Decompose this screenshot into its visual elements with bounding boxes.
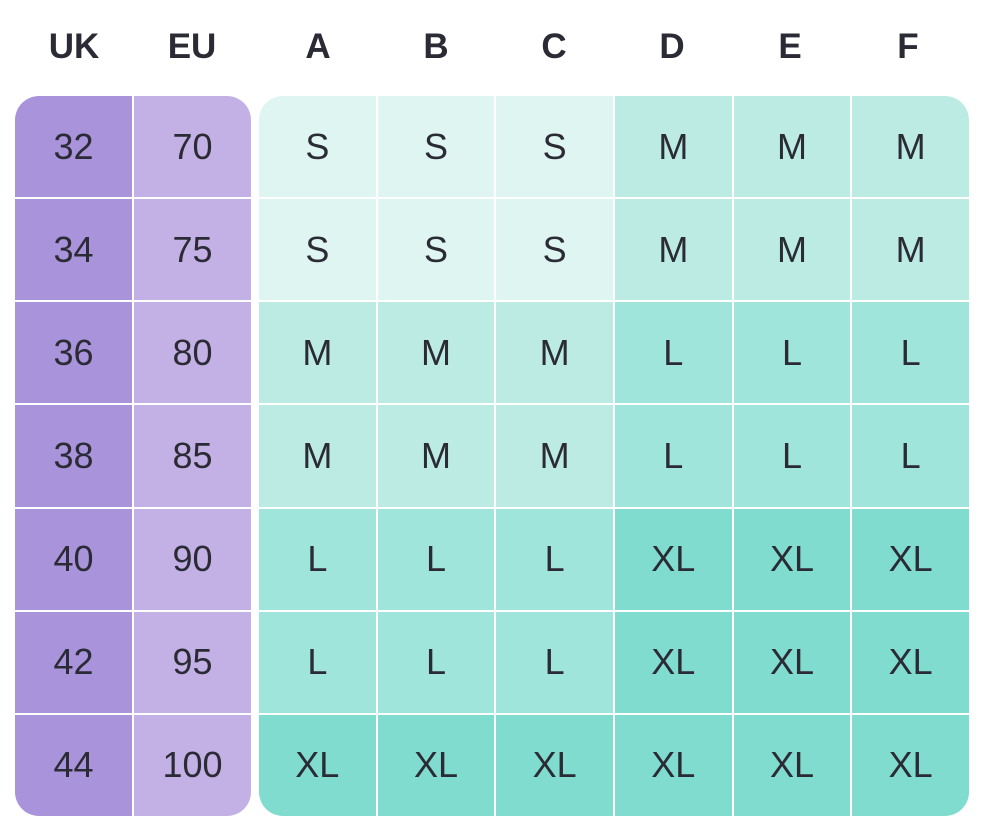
size-grid-panel: S S S M M M S S S M M M M M M L L L M M … — [259, 96, 969, 816]
size-cell: L — [852, 302, 969, 404]
header-cup-f: F — [897, 27, 919, 66]
size-cell: S — [377, 199, 495, 301]
size-cell: S — [377, 96, 495, 198]
size-cell: XL — [614, 508, 732, 610]
eu-size-cell: 90 — [134, 508, 251, 610]
eu-size-cell: 100 — [134, 714, 251, 816]
uk-size-cell: 44 — [15, 714, 132, 816]
size-cell: M — [733, 199, 851, 301]
header-cup-d: D — [659, 27, 685, 66]
size-cell: XL — [852, 508, 969, 610]
uk-size-cell: 36 — [15, 302, 132, 404]
header-cup-a: A — [305, 27, 331, 66]
size-cell: L — [496, 508, 613, 610]
header-eu: EU — [167, 27, 217, 66]
size-cell: M — [614, 96, 732, 198]
size-cell: L — [377, 611, 495, 713]
eu-size-cell: 95 — [134, 611, 251, 713]
size-cell: M — [259, 405, 376, 507]
size-cell: M — [852, 199, 969, 301]
size-cell: M — [377, 405, 495, 507]
size-cell: XL — [733, 508, 851, 610]
size-cell: L — [377, 508, 495, 610]
band-size-panel: 32 70 34 75 36 80 38 85 40 90 42 95 44 1… — [15, 96, 251, 816]
size-cell: XL — [852, 611, 969, 713]
eu-size-cell: 85 — [134, 405, 251, 507]
size-cell: S — [496, 199, 613, 301]
size-cell: L — [496, 611, 613, 713]
size-cell: M — [496, 405, 613, 507]
size-cell: L — [614, 405, 732, 507]
uk-size-cell: 40 — [15, 508, 132, 610]
size-cell: L — [259, 508, 376, 610]
size-cell: XL — [259, 714, 376, 816]
uk-size-cell: 34 — [15, 199, 132, 301]
size-cell: M — [852, 96, 969, 198]
size-cell: M — [614, 199, 732, 301]
size-cell: XL — [614, 714, 732, 816]
size-cell: XL — [377, 714, 495, 816]
eu-size-cell: 80 — [134, 302, 251, 404]
size-cell: M — [496, 302, 613, 404]
size-cell: S — [259, 96, 376, 198]
eu-size-cell: 70 — [134, 96, 251, 198]
size-cell: XL — [733, 714, 851, 816]
size-cell: M — [733, 96, 851, 198]
header-cup-c: C — [541, 27, 567, 66]
size-cell: S — [259, 199, 376, 301]
header-uk: UK — [48, 27, 100, 66]
size-cell: S — [496, 96, 613, 198]
uk-size-cell: 42 — [15, 611, 132, 713]
size-cell: M — [377, 302, 495, 404]
uk-size-cell: 32 — [15, 96, 132, 198]
eu-size-cell: 75 — [134, 199, 251, 301]
size-cell: M — [259, 302, 376, 404]
size-cell: XL — [733, 611, 851, 713]
size-cell: L — [733, 405, 851, 507]
size-cell: L — [852, 405, 969, 507]
size-cell: XL — [614, 611, 732, 713]
uk-size-cell: 38 — [15, 405, 132, 507]
size-cell: XL — [496, 714, 613, 816]
size-cell: L — [733, 302, 851, 404]
header-cup-e: E — [778, 27, 802, 66]
header-cup-b: B — [423, 27, 449, 66]
size-cell: L — [259, 611, 376, 713]
size-cell: L — [614, 302, 732, 404]
size-cell: XL — [852, 714, 969, 816]
